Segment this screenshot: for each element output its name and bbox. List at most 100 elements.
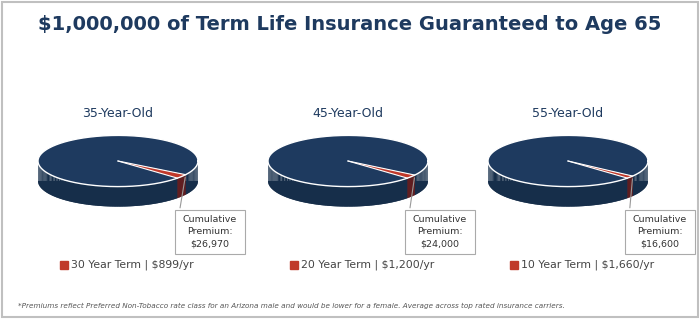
- Polygon shape: [38, 181, 198, 207]
- Polygon shape: [296, 181, 298, 201]
- Polygon shape: [534, 184, 536, 204]
- Polygon shape: [568, 187, 570, 207]
- Polygon shape: [293, 180, 295, 200]
- Polygon shape: [568, 161, 627, 198]
- Polygon shape: [382, 184, 384, 204]
- Polygon shape: [501, 175, 503, 196]
- Polygon shape: [311, 184, 313, 204]
- Polygon shape: [561, 187, 563, 206]
- Polygon shape: [546, 186, 548, 206]
- FancyBboxPatch shape: [174, 210, 244, 254]
- Polygon shape: [597, 185, 599, 205]
- Polygon shape: [590, 185, 592, 206]
- Polygon shape: [126, 186, 129, 206]
- Polygon shape: [158, 183, 160, 203]
- Polygon shape: [66, 181, 69, 201]
- Text: *Premiums reflect Preferred Non-Tobacco rate class for an Arizona male and would: *Premiums reflect Preferred Non-Tobacco …: [18, 303, 565, 309]
- Polygon shape: [133, 186, 136, 206]
- Polygon shape: [97, 186, 99, 206]
- Polygon shape: [530, 183, 532, 204]
- Polygon shape: [488, 135, 648, 187]
- Polygon shape: [568, 161, 633, 178]
- Polygon shape: [148, 184, 150, 205]
- Text: Cumulative
Premium:
$16,600: Cumulative Premium: $16,600: [633, 215, 687, 249]
- Polygon shape: [43, 171, 45, 191]
- Polygon shape: [102, 186, 104, 206]
- Polygon shape: [406, 178, 407, 199]
- Polygon shape: [612, 182, 615, 202]
- Polygon shape: [615, 182, 617, 202]
- Polygon shape: [42, 169, 43, 190]
- Bar: [60, 261, 68, 269]
- Polygon shape: [284, 176, 286, 197]
- Polygon shape: [279, 174, 280, 195]
- Polygon shape: [592, 185, 595, 205]
- Polygon shape: [402, 179, 404, 200]
- Polygon shape: [49, 174, 50, 195]
- Text: Cumulative
Premium:
$26,970: Cumulative Premium: $26,970: [183, 215, 237, 249]
- Polygon shape: [295, 180, 296, 201]
- FancyBboxPatch shape: [624, 210, 694, 254]
- Polygon shape: [348, 161, 407, 198]
- Polygon shape: [138, 186, 141, 206]
- Polygon shape: [379, 184, 382, 204]
- Polygon shape: [368, 186, 370, 206]
- Polygon shape: [370, 185, 372, 205]
- Polygon shape: [573, 187, 575, 206]
- Polygon shape: [322, 185, 324, 205]
- Polygon shape: [400, 180, 402, 200]
- Polygon shape: [641, 170, 643, 191]
- Polygon shape: [626, 178, 627, 199]
- Polygon shape: [53, 176, 55, 197]
- Polygon shape: [528, 183, 530, 204]
- Polygon shape: [397, 181, 398, 201]
- Polygon shape: [116, 187, 119, 207]
- Polygon shape: [48, 173, 49, 194]
- Polygon shape: [60, 178, 61, 199]
- Polygon shape: [329, 186, 331, 206]
- Polygon shape: [80, 184, 83, 204]
- Polygon shape: [281, 175, 283, 196]
- Polygon shape: [291, 179, 293, 199]
- Polygon shape: [519, 181, 522, 202]
- Polygon shape: [169, 180, 170, 201]
- Polygon shape: [99, 186, 102, 206]
- Polygon shape: [76, 183, 78, 203]
- Polygon shape: [595, 185, 597, 205]
- Polygon shape: [286, 177, 288, 198]
- Polygon shape: [283, 176, 284, 197]
- Polygon shape: [587, 186, 590, 206]
- Polygon shape: [599, 184, 601, 204]
- Polygon shape: [346, 187, 349, 207]
- Polygon shape: [348, 161, 415, 195]
- Polygon shape: [111, 187, 113, 207]
- Polygon shape: [344, 187, 346, 207]
- Polygon shape: [488, 181, 648, 207]
- Polygon shape: [354, 187, 356, 206]
- Polygon shape: [113, 187, 116, 207]
- Polygon shape: [143, 185, 145, 205]
- Polygon shape: [313, 184, 315, 204]
- Polygon shape: [422, 170, 423, 191]
- Polygon shape: [85, 184, 88, 205]
- Polygon shape: [372, 185, 375, 205]
- Polygon shape: [136, 186, 138, 206]
- Polygon shape: [498, 174, 500, 194]
- Polygon shape: [194, 168, 195, 189]
- Polygon shape: [71, 182, 72, 202]
- Polygon shape: [389, 183, 391, 203]
- Text: 10 Year Term | $1,660/yr: 10 Year Term | $1,660/yr: [521, 259, 654, 270]
- Polygon shape: [643, 169, 644, 190]
- Polygon shape: [601, 184, 604, 204]
- Polygon shape: [644, 168, 645, 189]
- Polygon shape: [324, 185, 326, 206]
- Polygon shape: [384, 183, 386, 204]
- Polygon shape: [536, 184, 539, 205]
- Polygon shape: [415, 174, 416, 195]
- Text: $1,000,000 of Term Life Insurance Guaranteed to Age 65: $1,000,000 of Term Life Insurance Guaran…: [38, 14, 661, 33]
- Polygon shape: [288, 178, 289, 198]
- Polygon shape: [404, 179, 406, 199]
- Polygon shape: [170, 180, 172, 200]
- Polygon shape: [108, 186, 111, 206]
- Polygon shape: [522, 182, 524, 202]
